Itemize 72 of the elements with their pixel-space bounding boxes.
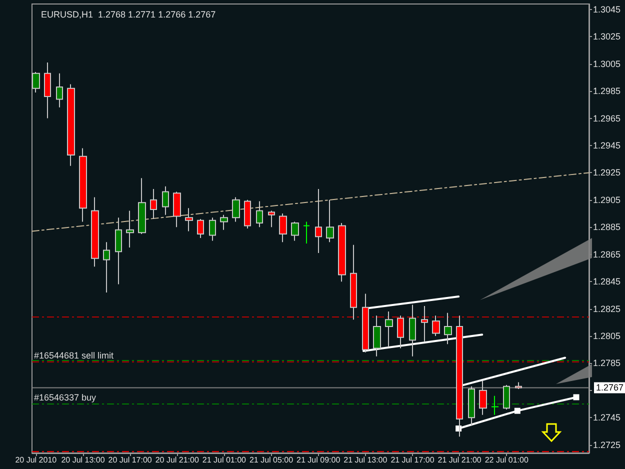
y-tick-label: 1.2805 [593,330,621,341]
candlestick [91,196,99,268]
candlestick [79,148,87,222]
candlestick [491,395,499,416]
x-tick-label: 21 Jul 05:00 [249,456,294,464]
candlestick [126,210,134,248]
ref-line-label: 1.2767 [596,382,624,393]
candlestick [373,315,381,357]
y-tick-label: 1.2965 [593,113,621,124]
candlestick [421,306,428,342]
candlestick [56,72,63,108]
ref-line-label: #16546337 buy [34,392,97,403]
ref-line-label: #16544681 sell limit [34,350,114,360]
x-tick-label: 20 Jul 2010 [15,456,58,464]
candlestick [244,199,251,229]
candlestick [32,72,40,93]
y-tick-label: 1.2905 [593,194,621,205]
y-tick-label: 1.2985 [593,86,621,96]
candlestick [232,196,240,222]
candlestick [138,178,146,234]
candlestick [479,380,487,416]
x-tick-label: 20 Jul 13:00 [61,456,106,464]
candlestick [515,382,522,390]
y-tick-label: 1.2785 [593,358,621,368]
x-tick-label: 20 Jul 17:00 [108,456,152,464]
candlestick [409,304,416,357]
y-tick-label: 1.2865 [593,249,621,260]
y-tick-label: 1.2825 [593,304,621,314]
y-tick-label: 1.2725 [593,440,621,450]
candlestick [150,188,157,220]
point [514,408,520,414]
y-tick-label: 1.2885 [593,222,621,232]
candlestick [385,310,393,348]
candlestick [362,293,369,353]
candlestick [209,217,216,242]
candlestick [326,199,334,243]
candlestick [303,221,310,244]
y-tick-label: 1.2745 [593,412,621,423]
candlestick [162,186,169,216]
x-tick-label: 20 Jul 21:00 [155,456,200,464]
y-tick-label: 1.3045 [593,4,621,14]
candlestick [444,312,452,345]
candlestick [173,191,181,228]
candlestick [291,221,299,242]
candlestick [197,218,204,239]
candlestick [268,210,275,228]
x-tick-label: 22 Jul 01:00 [484,456,529,464]
x-tick-label: 21 Jul 21:00 [438,456,482,464]
candlestick [432,315,440,336]
candlestick [220,214,228,230]
y-tick-label: 1.3025 [593,32,621,42]
candlestick [397,315,404,349]
candlestick [350,244,357,320]
point [573,394,580,400]
y-tick-label: 1.2845 [593,276,621,287]
candlestick [103,242,110,293]
candlestick [67,84,75,166]
candlestick [338,222,346,282]
x-tick-label: 21 Jul 17:00 [390,456,435,464]
y-tick-label: 1.2945 [593,140,621,151]
candlestick [279,213,287,243]
y-tick-label: 1.3005 [593,58,621,69]
candlestick [315,188,322,254]
candlestick [44,62,51,119]
x-tick-label: 21 Jul 09:00 [296,456,341,464]
candlestick [115,217,122,285]
x-tick-label: 21 Jul 01:00 [202,456,247,464]
y-tick-label: 1.2925 [593,168,621,178]
text: EURUSD,H1 1.2768 1.2771 1.2766 1.2767 [41,10,216,20]
candlestick [185,208,193,232]
x-tick-label: 21 Jul 13:00 [344,456,388,464]
candlestick [256,200,263,228]
